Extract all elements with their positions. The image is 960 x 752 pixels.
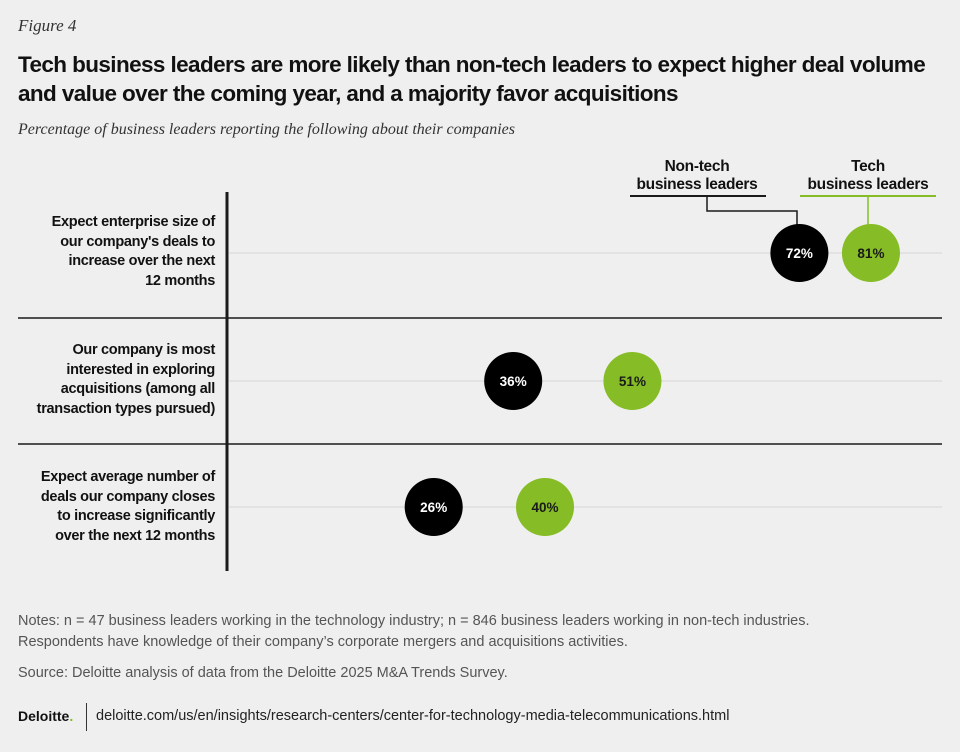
tech-value-label-2: 51% xyxy=(619,374,646,389)
row-label-deal-count: Expect average number of deals our compa… xyxy=(40,469,215,544)
deloitte-logo: Deloitte. xyxy=(18,708,74,724)
tech-dot-3 xyxy=(516,478,574,536)
non-tech-dot-2 xyxy=(484,352,543,410)
non-tech-value-label-3: 26% xyxy=(420,500,447,515)
source: Source: Deloitte analysis of data from t… xyxy=(18,665,508,681)
figure-label: Figure 4 xyxy=(18,16,77,35)
tech-dot-1 xyxy=(841,224,900,282)
tech-dot-2 xyxy=(603,352,662,410)
chart-subtitle: Percentage of business leaders reporting… xyxy=(18,121,515,138)
dot-chart: 72% 36% 26% 81% 51% 40% xyxy=(18,192,942,571)
footer-url[interactable]: deloitte.com/us/en/insights/research-cen… xyxy=(96,708,730,724)
legend-non-tech: Non-tech business leaders xyxy=(636,158,758,193)
notes: Notes: n = 47 business leaders working i… xyxy=(18,613,810,650)
non-tech-dot-1 xyxy=(770,224,829,282)
footer-separator xyxy=(86,703,87,731)
chart-title: Tech business leaders are more likely th… xyxy=(18,52,926,106)
row-label-acquisitions: Our company is most interested in explor… xyxy=(36,342,216,417)
non-tech-value-label-2: 36% xyxy=(500,374,527,389)
legend-tech: Tech business leaders xyxy=(807,158,929,193)
tech-value-label-3: 40% xyxy=(531,500,558,515)
legend-non-tech-connector xyxy=(706,196,798,230)
non-tech-dot-3 xyxy=(404,478,463,536)
tech-value-label-1: 81% xyxy=(857,246,884,261)
row-label-deal-size: Expect enterprise size of our company's … xyxy=(51,214,216,289)
non-tech-value-label-1: 72% xyxy=(786,246,813,261)
